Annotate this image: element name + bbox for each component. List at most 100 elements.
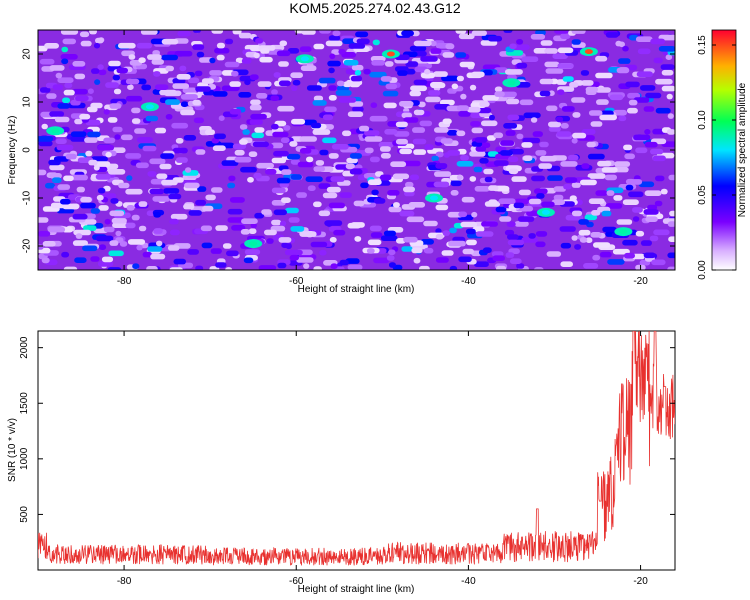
heatmap-cell <box>264 229 277 236</box>
heatmap-cell <box>505 130 516 136</box>
snr-panel: -80 -60 -40 -20 500 1000 1500 2000 Height of s… <box>7 330 676 595</box>
heatmap-cell <box>587 173 606 179</box>
heatmap-cell <box>661 69 674 76</box>
heatmap-cell <box>125 222 136 229</box>
heatmap-cell <box>528 198 542 205</box>
heatmap-cell <box>57 77 74 83</box>
heatmap-cell <box>222 243 232 249</box>
heatmap-cell <box>192 99 201 106</box>
heatmap-cell <box>456 130 466 137</box>
heatmap-cell <box>516 263 525 269</box>
heatmap-cell <box>493 160 509 166</box>
heatmap-cell <box>447 130 458 136</box>
snr-y-tick-label: 2000 <box>19 336 30 359</box>
snr-y-axis: 500 1000 1500 2000 <box>19 336 675 523</box>
heatmap-cell <box>103 226 115 233</box>
heatmap-cell <box>234 149 245 156</box>
heatmap-cell <box>508 168 519 175</box>
heatmap-cell <box>266 238 274 244</box>
heatmap-x-tick-label: -60 <box>289 276 304 287</box>
heatmap-cell <box>405 181 414 188</box>
heatmap-cell <box>306 85 322 91</box>
heatmap-cell <box>38 217 49 223</box>
heatmap-cell <box>653 57 663 64</box>
heatmap-cell <box>373 198 386 204</box>
heatmap-cell <box>211 30 224 34</box>
heatmap-hotspot <box>619 229 628 235</box>
heatmap-cell <box>552 53 568 59</box>
heatmap-cell <box>349 153 362 159</box>
heatmap-cell <box>442 52 455 58</box>
heatmap-cell <box>539 78 554 85</box>
heatmap-cell <box>313 166 325 172</box>
heatmap-cell <box>38 244 44 250</box>
heatmap-cell <box>95 174 111 180</box>
heatmap-cell <box>567 154 579 161</box>
heatmap-cell <box>61 251 70 258</box>
heatmap-cell <box>460 221 477 228</box>
heatmap-cell <box>57 103 70 109</box>
heatmap-cell <box>482 95 499 101</box>
heatmap-cell <box>212 145 226 151</box>
heatmap-cell <box>581 129 596 135</box>
heatmap-cell <box>643 252 656 259</box>
snr-x-label: Height of straight line (km) <box>298 584 415 595</box>
heatmap-cell <box>636 71 653 77</box>
heatmap-cell <box>278 80 291 87</box>
heatmap-cell <box>522 155 533 161</box>
heatmap-cell <box>125 188 143 195</box>
heatmap-cell <box>599 251 612 258</box>
heatmap-cell <box>495 206 507 213</box>
heatmap-cell <box>182 87 197 94</box>
heatmap-cell <box>613 195 623 201</box>
heatmap-cell <box>60 198 71 205</box>
heatmap-cell <box>581 80 594 86</box>
heatmap-cell <box>199 57 210 63</box>
heatmap-cell <box>405 61 419 67</box>
heatmap-cell <box>84 137 98 143</box>
heatmap-cell <box>354 236 362 242</box>
colorbar-tick-label: 0.05 <box>697 185 708 205</box>
heatmap-cell <box>225 267 233 270</box>
heatmap-y-tick-label: 10 <box>22 96 33 108</box>
heatmap-cell <box>105 82 119 88</box>
heatmap-cell <box>284 249 303 256</box>
heatmap-cell <box>98 244 107 250</box>
heatmap-hotspot <box>430 195 438 201</box>
heatmap-cell <box>62 97 71 104</box>
heatmap-cell <box>231 70 239 77</box>
heatmap-cell <box>624 153 635 160</box>
heatmap-cell <box>150 253 166 260</box>
heatmap-cell <box>430 82 445 88</box>
heatmap-cell <box>299 231 317 237</box>
heatmap-cell <box>276 50 291 57</box>
heatmap-cell <box>509 258 522 264</box>
heatmap-cell <box>645 92 662 99</box>
heatmap-cell <box>593 242 611 248</box>
heatmap-cell <box>108 169 126 175</box>
heatmap-cell <box>215 225 228 231</box>
heatmap-cell <box>70 99 81 106</box>
heatmap-x-tick-label: -40 <box>461 276 476 287</box>
heatmap-cell <box>595 55 608 62</box>
heatmap-cell <box>571 97 586 103</box>
heatmap-cell <box>38 169 47 176</box>
heatmap-cell <box>516 62 528 69</box>
heatmap-cell <box>241 58 252 64</box>
heatmap-cell <box>331 144 349 150</box>
heatmap-cell <box>449 265 458 270</box>
heatmap-cell <box>412 127 426 133</box>
heatmap-cell <box>145 115 159 122</box>
snr-x-tick-label: -80 <box>117 576 132 587</box>
heatmap-cell <box>534 267 544 270</box>
heatmap-cell <box>474 186 490 192</box>
heatmap-cell <box>652 155 666 162</box>
snr-y-tick-label: 500 <box>19 506 30 523</box>
heatmap-cell <box>85 119 101 126</box>
heatmap-cell <box>420 72 436 79</box>
heatmap-cell <box>137 137 153 143</box>
heatmap-cell <box>167 245 180 251</box>
heatmap-cell <box>39 58 55 65</box>
heatmap-cell <box>387 190 400 196</box>
heatmap-cell <box>170 213 188 220</box>
